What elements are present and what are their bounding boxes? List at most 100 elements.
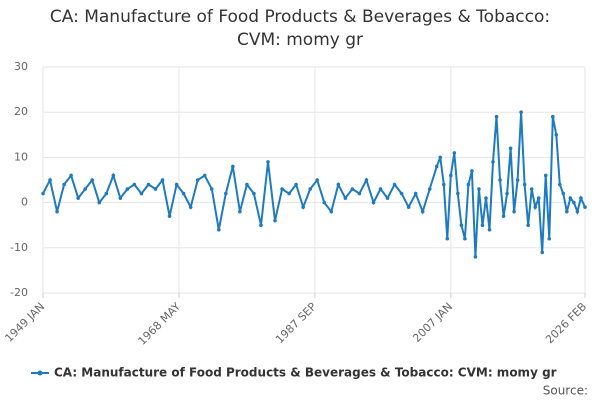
data-point <box>336 182 341 187</box>
data-point <box>519 110 523 114</box>
data-point <box>160 178 165 182</box>
data-point <box>104 191 109 196</box>
data-point <box>501 214 506 218</box>
data-point <box>452 151 457 155</box>
data-point <box>494 114 499 119</box>
data-point <box>41 191 45 196</box>
data-point <box>399 191 404 196</box>
data-point <box>287 191 291 196</box>
data-point <box>167 214 172 218</box>
data-point <box>266 160 270 164</box>
y-tick-label: -20 <box>10 286 28 299</box>
data-point <box>55 209 59 214</box>
data-point <box>280 187 284 191</box>
legend-label: CA: Manufacture of Food Products & Bever… <box>54 366 557 380</box>
data-point <box>540 250 545 255</box>
data-point <box>470 169 474 173</box>
data-point <box>515 178 520 182</box>
chart-title: CA: Manufacture of Food Products & Bever… <box>49 7 551 50</box>
data-point <box>125 187 130 191</box>
data-point <box>62 182 66 187</box>
data-point <box>463 236 467 241</box>
data-point <box>364 178 369 182</box>
data-point <box>441 182 446 187</box>
data-point <box>139 191 144 196</box>
data-point <box>554 133 559 137</box>
data-point <box>252 191 256 196</box>
data-point <box>76 196 80 200</box>
data-point <box>111 173 116 178</box>
data-point <box>371 200 376 205</box>
data-point <box>575 209 580 214</box>
data-point <box>322 200 327 205</box>
x-tick-label: 2026 FEB <box>543 300 589 346</box>
data-point <box>209 187 214 191</box>
data-point <box>202 173 207 178</box>
data-point <box>406 205 411 209</box>
data-point <box>146 182 151 187</box>
data-point <box>392 182 397 187</box>
data-point <box>550 114 555 119</box>
data-point <box>90 178 95 182</box>
data-point <box>188 205 193 209</box>
data-line <box>42 112 586 257</box>
data-point <box>547 236 552 241</box>
data-point <box>357 191 362 196</box>
x-tick-label: 1987 SEP <box>273 300 319 346</box>
data-point <box>459 223 464 227</box>
data-point <box>438 155 443 160</box>
data-point <box>350 187 355 191</box>
data-point <box>572 200 576 205</box>
data-point <box>83 187 87 191</box>
data-point <box>329 209 334 214</box>
data-point <box>480 223 485 227</box>
data-point <box>118 196 123 200</box>
data-point <box>343 196 348 200</box>
data-point <box>315 178 320 182</box>
data-point <box>487 227 492 232</box>
data-point <box>561 191 566 196</box>
x-tick-label: 2007 JAN <box>410 300 455 345</box>
data-point <box>491 160 495 164</box>
data-point <box>449 173 453 178</box>
y-tick-label: 0 <box>21 196 28 209</box>
data-point <box>231 164 235 169</box>
data-point <box>69 173 73 178</box>
data-point <box>533 205 537 209</box>
data-point <box>259 223 263 227</box>
source: Source: <box>543 384 588 398</box>
data-point <box>308 187 312 191</box>
data-point <box>543 173 548 178</box>
data-point <box>505 191 509 196</box>
data-point <box>558 182 562 187</box>
data-point <box>132 182 137 187</box>
y-tick-label: 30 <box>14 60 28 73</box>
legend-marker <box>37 370 43 376</box>
data-point <box>181 191 186 196</box>
data-point <box>385 196 390 200</box>
data-point <box>427 187 432 191</box>
y-tick-label: 20 <box>14 105 28 118</box>
data-point <box>484 196 488 200</box>
data-point <box>456 191 460 196</box>
data-point <box>466 182 471 187</box>
data-point <box>434 164 439 169</box>
data-point <box>153 187 158 191</box>
y-tick-label: 10 <box>14 150 28 163</box>
data-point <box>512 209 516 214</box>
data-point <box>174 182 179 187</box>
data-point <box>536 196 541 200</box>
data-point <box>522 182 527 187</box>
data-point <box>48 178 52 182</box>
data-point <box>498 178 502 182</box>
data-point <box>526 223 530 227</box>
x-tick-label: 1949 JAN <box>2 300 47 345</box>
data-point <box>378 187 383 191</box>
data-point <box>477 187 481 191</box>
data-point <box>238 209 242 214</box>
data-point <box>97 200 102 205</box>
data-point <box>568 196 573 200</box>
data-point <box>245 182 249 187</box>
data-point <box>273 218 277 223</box>
